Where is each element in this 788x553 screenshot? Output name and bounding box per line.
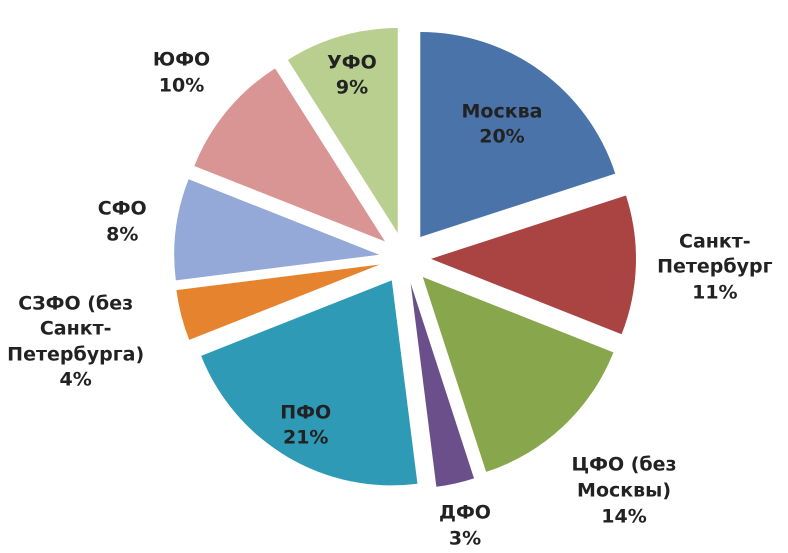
pie-slice — [194, 68, 385, 242]
value-label: 9% — [335, 76, 369, 99]
value-label: 20% — [479, 125, 525, 148]
category-label: УФО — [327, 50, 377, 73]
slice-label: УФО 9% — [327, 50, 377, 101]
value-label: 3% — [448, 527, 482, 550]
slice-label: ЮФО 10% — [153, 48, 210, 99]
value-label: 10% — [158, 74, 205, 97]
pie-slice — [287, 28, 398, 234]
value-label: 4% — [59, 369, 92, 392]
slice-label: СЗФО (без Санкт- Петербурга) 4% — [7, 291, 144, 394]
slice-label: ПФО 21% — [280, 400, 331, 451]
pie-slice — [422, 276, 614, 472]
value-label: 8% — [106, 223, 139, 246]
slice-label: Москва 20% — [462, 99, 543, 150]
category-label: ПФО — [280, 401, 332, 424]
category-label: ЮФО — [152, 48, 211, 71]
category-label: Москва — [461, 99, 543, 122]
category-label: СФО — [97, 197, 147, 220]
pie-slice — [176, 264, 380, 340]
category-label: Санкт- Петербург — [657, 230, 773, 278]
category-label: СЗФО (без Санкт- Петербурга) — [7, 292, 145, 366]
slice-label: ЦФО (без Москвы) 14% — [571, 453, 676, 530]
pie-slice — [430, 195, 636, 335]
category-label: ДФО — [439, 501, 491, 524]
value-label: 14% — [601, 505, 647, 528]
pie-slice — [420, 31, 616, 237]
slice-label: СФО 8% — [98, 197, 147, 248]
slice-label: ДФО 3% — [439, 501, 491, 552]
value-label: 21% — [282, 426, 329, 449]
value-label: 11% — [692, 281, 738, 304]
slice-label: Санкт- Петербург 11% — [657, 229, 772, 306]
category-label: ЦФО (без Москвы) — [571, 453, 677, 502]
pie-slice — [201, 280, 418, 486]
pie-slice — [174, 179, 380, 281]
pie-slice — [410, 283, 475, 487]
